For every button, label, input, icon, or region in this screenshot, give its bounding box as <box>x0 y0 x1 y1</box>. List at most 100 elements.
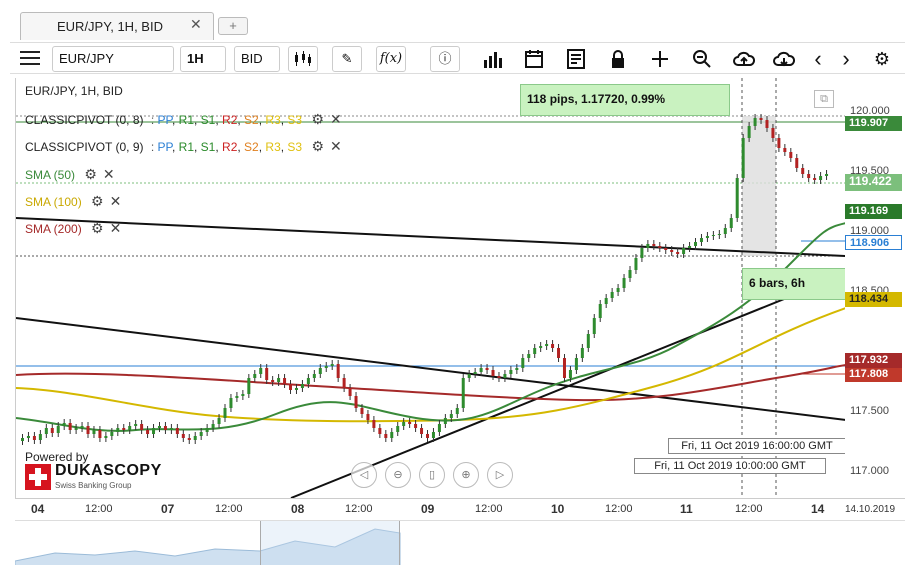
next-icon[interactable]: › <box>842 46 850 71</box>
legend-sma200[interactable]: SMA (200) ⚙ ✕ <box>25 219 121 237</box>
scroll-left-icon[interactable]: ◁ <box>351 462 377 488</box>
candle-body <box>265 368 269 380</box>
zoom-out-icon[interactable]: ⊖ <box>385 462 411 488</box>
close-icon[interactable]: ✕ <box>109 193 122 209</box>
candle-body <box>360 408 364 414</box>
gear-icon[interactable]: ⚙ <box>91 220 104 236</box>
bars-icon[interactable] <box>480 47 504 71</box>
price-tag-sma50: 119.169 <box>845 204 902 219</box>
legend-sma50[interactable]: SMA (50) ⚙ ✕ <box>25 165 115 183</box>
price-tag-pp: 118.906 <box>845 235 902 250</box>
time-label: 12:00 <box>85 503 113 515</box>
legend-pivot2[interactable]: CLASSICPIVOT (0, 9) : PP, R1, S1, R2, S2… <box>25 138 342 154</box>
close-icon[interactable]: ✕ <box>330 138 342 154</box>
fx-icon[interactable]: f(x) <box>376 46 406 72</box>
scroll-right-icon[interactable]: ▷ <box>487 462 513 488</box>
side-select[interactable]: BID <box>234 46 280 72</box>
candle-body <box>104 436 108 438</box>
zoom-in-icon[interactable]: ⊕ <box>453 462 479 488</box>
candle-body <box>253 374 257 378</box>
menu-icon[interactable] <box>20 51 40 65</box>
reset-icon[interactable]: ▯ <box>419 462 445 488</box>
candle-body <box>408 422 412 424</box>
candle-body <box>807 174 811 178</box>
brand-name: DUKASCOPY <box>55 462 162 479</box>
gear-icon[interactable]: ⚙ <box>91 193 104 209</box>
time-label: 08 <box>291 502 305 516</box>
add-tab-button[interactable]: + <box>218 17 248 35</box>
instrument-select[interactable]: EUR/JPY <box>52 46 174 72</box>
candle-body <box>592 318 596 334</box>
candle-body <box>574 358 578 370</box>
gear-icon[interactable]: ⚙ <box>84 166 97 182</box>
gear-icon[interactable]: ⚙ <box>311 111 325 127</box>
candle-body <box>705 236 709 238</box>
time-label: 14 <box>811 502 825 516</box>
cloud-download-icon[interactable] <box>772 47 796 71</box>
candle-body <box>116 428 120 432</box>
candle-body <box>551 344 555 348</box>
close-icon[interactable]: ✕ <box>109 220 122 236</box>
candle-body <box>140 424 144 430</box>
navigator-window[interactable] <box>260 521 400 565</box>
candle-body <box>324 366 328 368</box>
candle-body <box>443 418 447 424</box>
navigator-area <box>15 528 401 565</box>
candle-body <box>229 398 233 408</box>
candle-body <box>74 428 78 430</box>
candle-body <box>277 378 281 382</box>
price-chart[interactable]: EUR/JPY, 1H, BID CLASSICPIVOT (0, 8) : P… <box>15 78 845 498</box>
end-date-label: 14.10.2019 <box>845 504 896 515</box>
measure-bars-box: 6 bars, 6h <box>742 268 845 300</box>
candle-body <box>414 424 418 428</box>
time-axis[interactable]: 04 12:00 07 12:00 08 12:00 09 12:00 10 1… <box>15 498 905 520</box>
legend-sma100[interactable]: SMA (100) ⚙ ✕ <box>25 192 121 210</box>
zoom-icon[interactable] <box>690 47 714 71</box>
candle-body <box>485 368 489 370</box>
candle-body <box>825 174 829 176</box>
candle-body <box>723 228 727 234</box>
cloud-upload-icon[interactable] <box>732 47 756 71</box>
time-label: 12:00 <box>215 503 243 515</box>
chart-tab[interactable]: EUR/JPY, 1H, BID <box>20 12 214 40</box>
trendline-rising <box>290 273 845 498</box>
close-icon[interactable]: ✕ <box>102 166 115 182</box>
report-icon[interactable] <box>564 47 588 71</box>
candlestick-series <box>21 114 829 445</box>
candle-body <box>241 394 245 396</box>
candle-body <box>366 414 370 420</box>
tab-close-icon[interactable]: ✕ <box>190 16 202 32</box>
candle-body <box>568 370 572 378</box>
info-icon[interactable]: ⓘ <box>430 46 460 72</box>
gear-icon[interactable]: ⚙ <box>873 49 891 69</box>
close-icon[interactable]: ✕ <box>330 111 342 127</box>
candle-body <box>521 358 525 368</box>
crosshair-icon[interactable] <box>648 47 672 71</box>
legend-pivot2-s1: S1 <box>200 140 216 154</box>
candle-body <box>98 430 102 438</box>
candle-body <box>44 428 48 434</box>
prev-icon[interactable]: ‹ <box>814 46 822 71</box>
legend-pivot2-s2: S2 <box>244 140 259 154</box>
candle-body <box>187 438 191 440</box>
candle-body <box>134 424 138 426</box>
expand-icon[interactable]: ⧉ <box>814 90 834 108</box>
candle-body <box>562 358 566 378</box>
period-select[interactable]: 1H <box>180 46 226 72</box>
lock-icon[interactable] <box>606 47 630 71</box>
pen-icon[interactable]: ✎ <box>332 46 362 72</box>
candle-body <box>557 348 561 358</box>
candles-icon[interactable] <box>288 46 318 72</box>
calendar-icon[interactable] <box>522 47 546 71</box>
price-axis[interactable]: 120.000 119.500 119.000 118.500 117.500 … <box>845 78 905 498</box>
candle-body <box>205 428 209 432</box>
candle-body <box>426 434 429 438</box>
legend-pivot1[interactable]: CLASSICPIVOT (0, 8) : PP, R1, S1, R2, S2… <box>25 111 342 127</box>
measure-region <box>742 116 776 256</box>
measure-pips-box: 118 pips, 1.17720, 0.99% <box>520 84 730 116</box>
price-tag-sma100: 118.434 <box>845 292 902 307</box>
gear-icon[interactable]: ⚙ <box>311 138 325 154</box>
candle-body <box>682 248 686 254</box>
brand-sub: Swiss Banking Group <box>55 481 132 490</box>
navigator-panel[interactable] <box>15 520 905 565</box>
